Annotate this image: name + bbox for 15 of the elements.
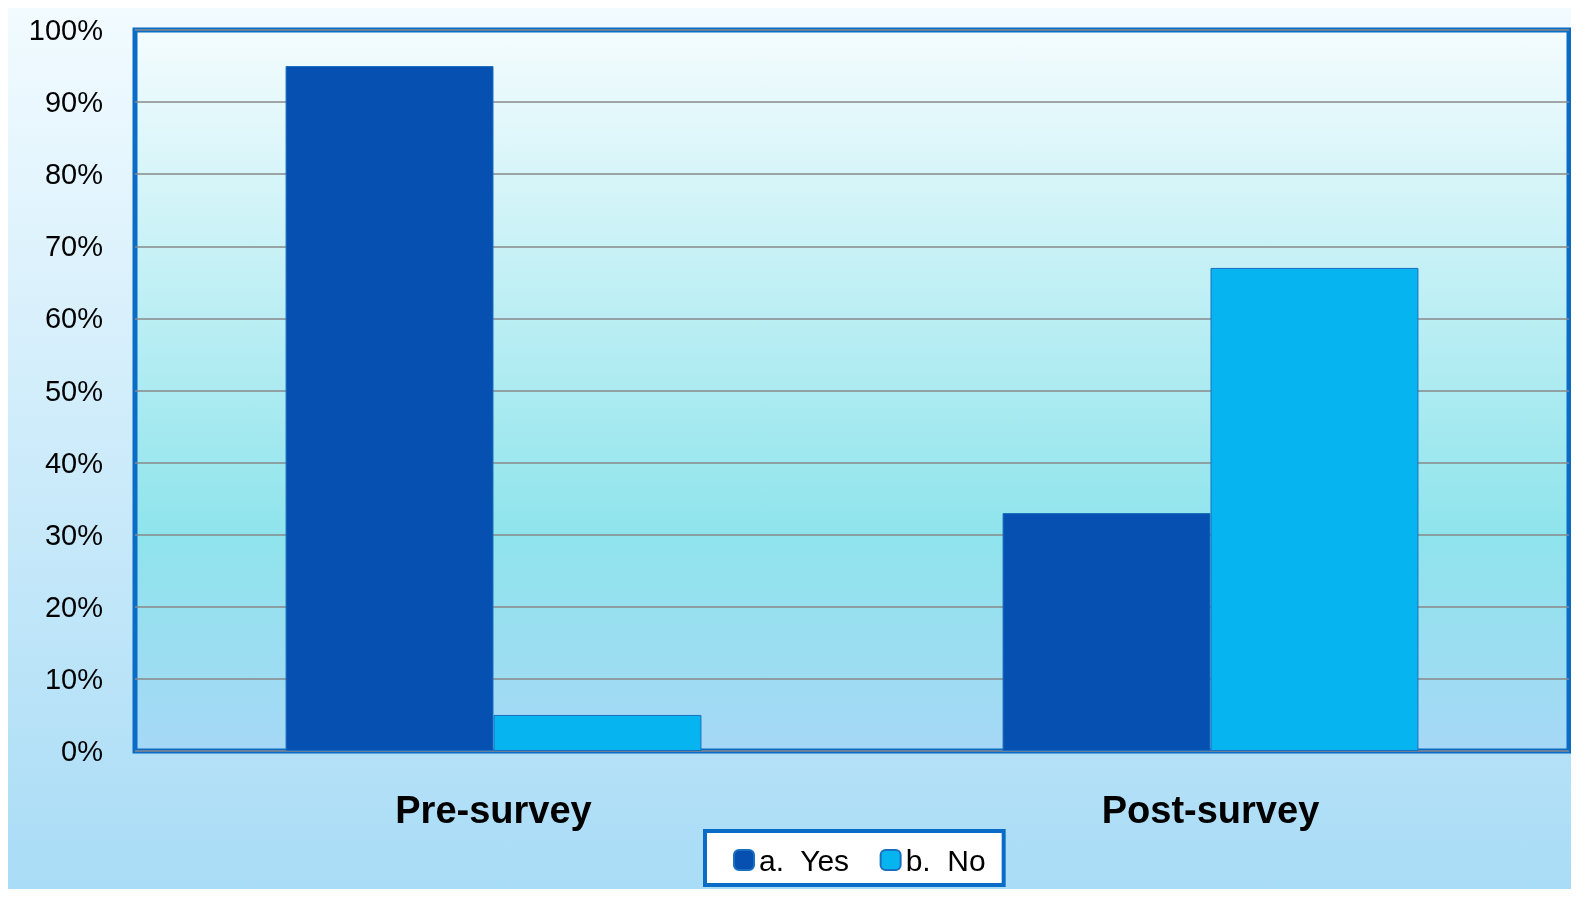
y-tick-label: 0% <box>61 735 103 767</box>
y-tick-label: 50% <box>44 374 103 407</box>
legend-label: a. Yes <box>759 843 850 877</box>
x-tick-label: Post-survey <box>1101 789 1320 831</box>
y-tick-label: 100% <box>28 14 103 46</box>
y-tick-label: 40% <box>44 446 103 479</box>
y-tick-label: 30% <box>44 518 103 551</box>
y-tick-label: 80% <box>44 158 103 191</box>
legend-label: b. No <box>905 843 986 877</box>
y-tick-label: 70% <box>44 230 103 263</box>
y-tick-label: 90% <box>44 86 103 119</box>
x-tick-label: Pre-survey <box>395 789 592 831</box>
y-tick-label: 10% <box>44 662 103 695</box>
y-tick-label: 20% <box>44 590 103 623</box>
y-tick-label: 60% <box>44 302 103 335</box>
